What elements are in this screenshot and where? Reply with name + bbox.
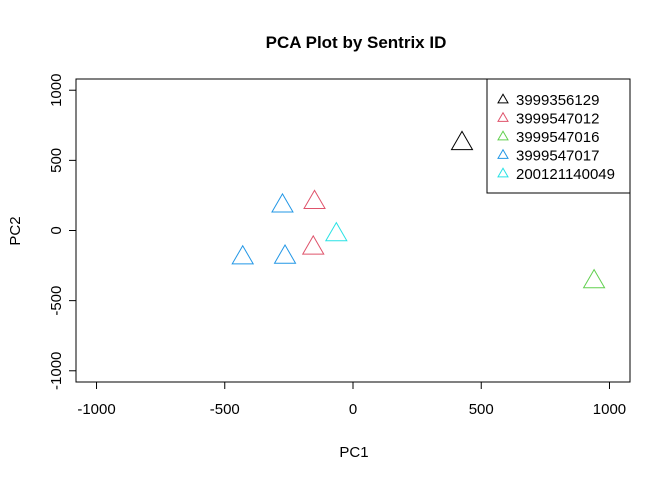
x-tick-label: 1000 xyxy=(593,401,626,418)
y-axis: -1000 -500 0 500 1000 xyxy=(48,74,77,390)
x-tick-label: 500 xyxy=(469,401,494,418)
data-point xyxy=(450,130,474,151)
legend-label: 3999547016 xyxy=(516,129,599,146)
legend-label: 3999356129 xyxy=(516,92,599,109)
legend-label: 200121140049 xyxy=(516,166,615,183)
legend-marker xyxy=(497,167,509,178)
chart-title: PCA Plot by Sentrix ID xyxy=(266,33,447,52)
legend-marker xyxy=(497,111,509,122)
x-tick-label: 0 xyxy=(349,401,357,418)
legend-marker xyxy=(497,148,509,159)
data-point xyxy=(301,234,325,255)
data-point xyxy=(273,244,297,264)
y-tick-label: 1000 xyxy=(48,74,65,107)
data-point xyxy=(582,268,606,289)
legend-label: 3999547017 xyxy=(516,148,599,165)
x-tick-label: -1000 xyxy=(77,401,115,418)
legend-marker xyxy=(497,93,509,104)
y-tick-label: 0 xyxy=(48,226,65,234)
legend-marker xyxy=(497,130,509,141)
y-tick-label: -500 xyxy=(48,286,65,316)
data-point xyxy=(324,221,348,242)
x-tick-label: -500 xyxy=(210,401,240,418)
y-tick-label: 500 xyxy=(48,148,65,173)
x-axis: -1000 -500 0 500 1000 xyxy=(77,381,626,418)
legend-box xyxy=(486,78,631,194)
data-point xyxy=(271,192,294,213)
x-axis-label: PC1 xyxy=(339,444,368,461)
data-point xyxy=(303,189,326,210)
data-point xyxy=(231,244,255,265)
legend-label: 3999547012 xyxy=(516,111,599,128)
data-points xyxy=(231,130,606,289)
y-tick-label: -1000 xyxy=(48,352,65,390)
y-axis-label: PC2 xyxy=(7,216,24,245)
